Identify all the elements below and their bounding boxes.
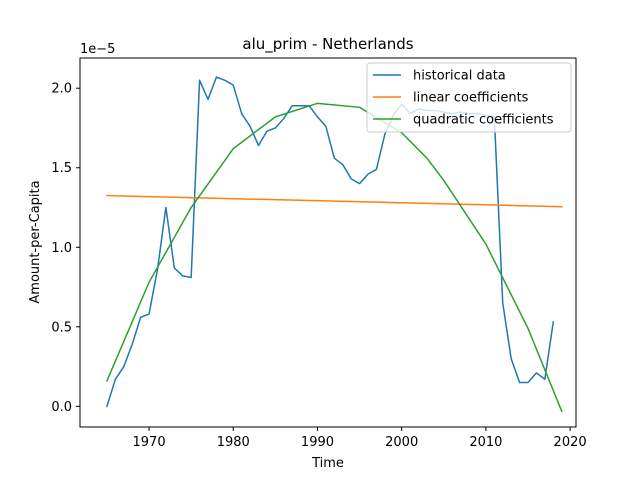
chart-title: alu_prim - Netherlands [242, 35, 413, 54]
legend-label-historical-data: historical data [413, 69, 506, 84]
x-tick-label: 2000 [385, 435, 418, 450]
x-tick-label: 2010 [469, 435, 502, 450]
series-line-quadratic-coefficients [105, 102, 563, 413]
legend-box [366, 62, 572, 133]
y-tick-label: 0.5 [51, 320, 72, 335]
y-tick-label: 2.0 [51, 82, 72, 97]
x-tick-label: 2020 [554, 435, 587, 450]
x-axis-label: Time [311, 456, 344, 471]
y-axis-label: Amount-per-Capita [28, 180, 43, 303]
legend: historical data linear coefficients quadra… [366, 62, 572, 133]
series-line-linear-coefficients [106, 194, 563, 208]
x-tick-label: 1980 [217, 435, 250, 450]
y-tick-label: 0.0 [51, 400, 72, 415]
legend-label-quadratic-coefficients: quadratic coefficients [413, 113, 554, 128]
x-axis: 1970 1980 1990 2000 2010 2020 [133, 427, 587, 450]
y-axis-offset-label: 1e−5 [80, 42, 115, 57]
x-tick-label: 1990 [301, 435, 334, 450]
y-tick-label: 1.0 [51, 241, 72, 256]
y-axis: 0.0 0.5 1.0 1.5 2.0 [51, 82, 80, 415]
x-tick-label: 1970 [133, 435, 166, 450]
y-tick-label: 1.5 [51, 161, 72, 176]
axes-frame [79, 57, 577, 428]
legend-label-linear-coefficients: linear coefficients [413, 91, 529, 106]
